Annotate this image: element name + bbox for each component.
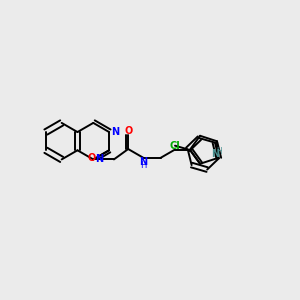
Text: H: H	[140, 161, 147, 170]
Text: O: O	[87, 152, 95, 163]
Text: H: H	[217, 147, 222, 156]
Text: O: O	[124, 126, 132, 136]
Text: N: N	[211, 149, 219, 159]
Text: N: N	[95, 154, 103, 164]
Text: Cl: Cl	[169, 141, 180, 151]
Text: N: N	[140, 157, 148, 167]
Text: N: N	[112, 127, 120, 137]
